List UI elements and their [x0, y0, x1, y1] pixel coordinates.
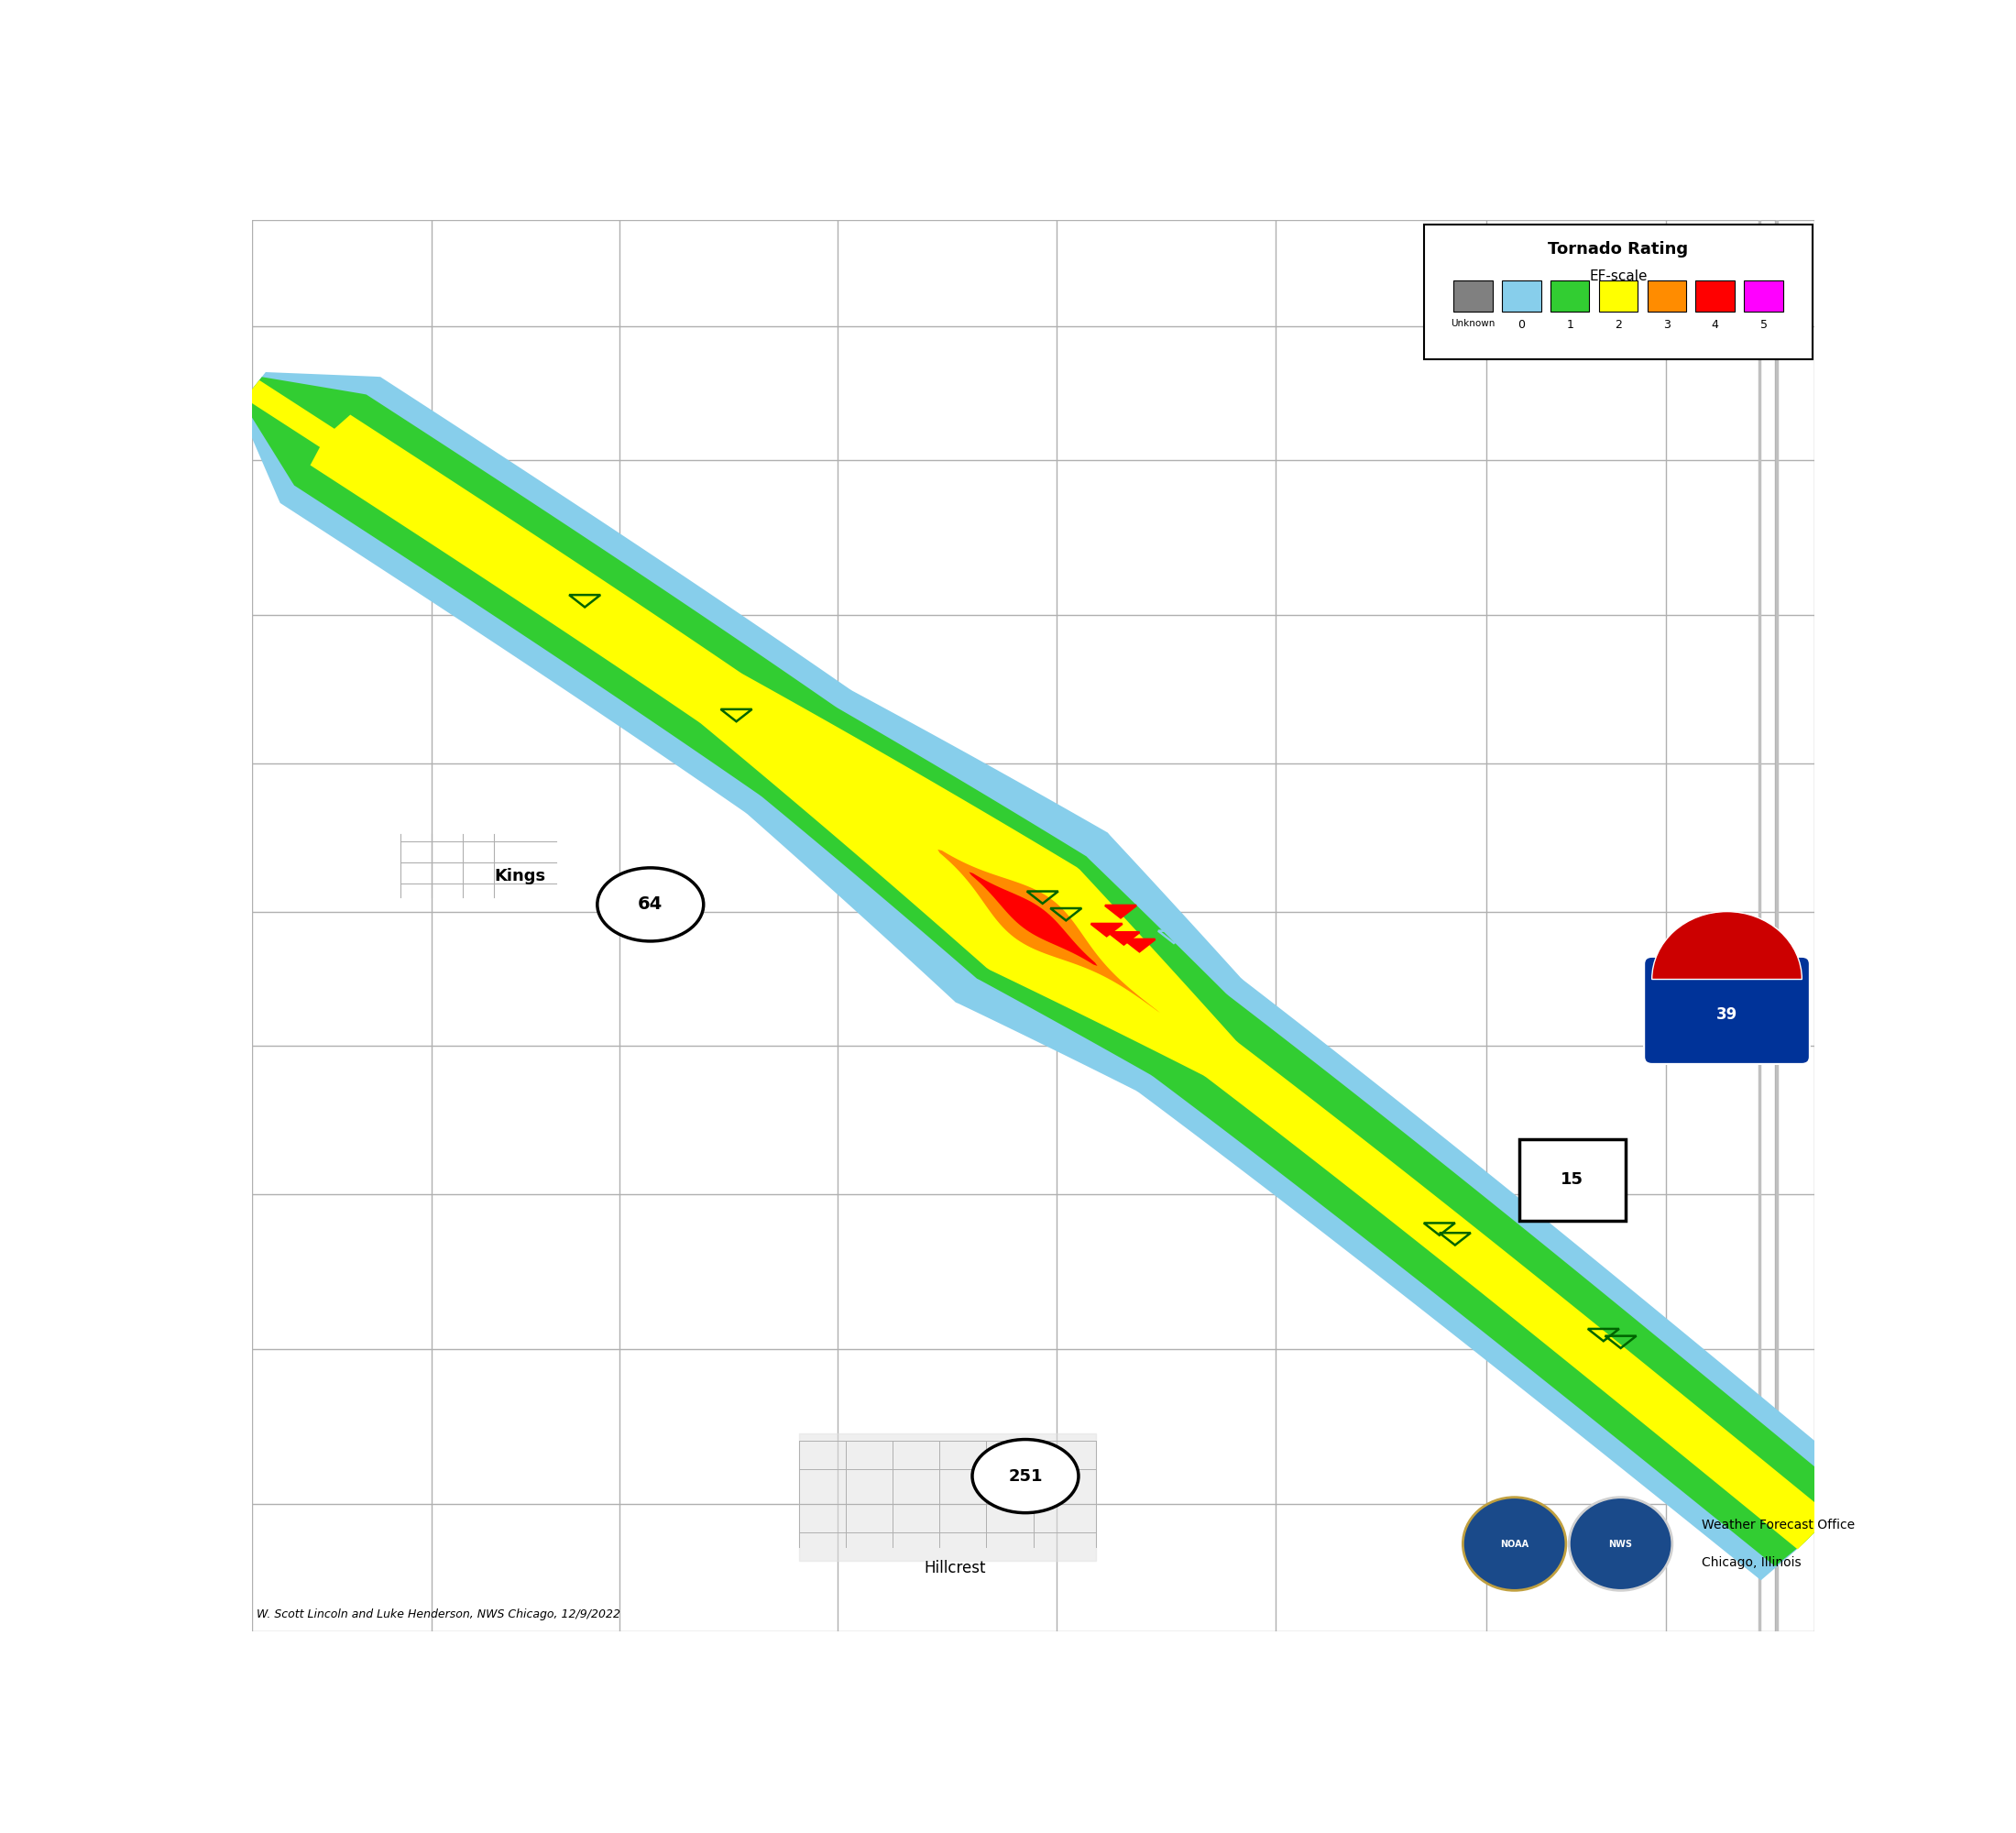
Circle shape — [1464, 1498, 1566, 1591]
Text: EF-scale: EF-scale — [1589, 269, 1647, 282]
FancyBboxPatch shape — [1599, 280, 1637, 312]
Polygon shape — [1109, 933, 1139, 944]
Text: 2: 2 — [1615, 319, 1623, 330]
Text: 0: 0 — [1518, 319, 1526, 330]
Circle shape — [1568, 1498, 1671, 1591]
Text: 5: 5 — [1760, 319, 1768, 330]
Text: 4: 4 — [1712, 319, 1720, 330]
Text: NWS: NWS — [1609, 1540, 1633, 1549]
FancyBboxPatch shape — [1645, 957, 1810, 1063]
Text: 64: 64 — [637, 896, 663, 913]
Polygon shape — [1123, 938, 1155, 951]
Text: W. Scott Lincoln and Luke Henderson, NWS Chicago, 12/9/2022: W. Scott Lincoln and Luke Henderson, NWS… — [256, 1608, 621, 1620]
FancyBboxPatch shape — [1695, 280, 1734, 312]
FancyBboxPatch shape — [1550, 280, 1589, 312]
Text: 3: 3 — [1663, 319, 1671, 330]
Text: Hillcrest: Hillcrest — [923, 1560, 986, 1576]
FancyBboxPatch shape — [1454, 280, 1492, 312]
Polygon shape — [242, 378, 1847, 1565]
Text: Tornado Rating: Tornado Rating — [1548, 242, 1689, 258]
Polygon shape — [252, 389, 1814, 1532]
FancyBboxPatch shape — [1520, 1138, 1625, 1221]
Text: 39: 39 — [1716, 1006, 1738, 1023]
Polygon shape — [238, 372, 1861, 1580]
FancyBboxPatch shape — [1502, 280, 1540, 312]
Text: Weather Forecast Office: Weather Forecast Office — [1702, 1520, 1855, 1532]
Polygon shape — [252, 389, 1814, 1532]
Polygon shape — [244, 379, 1831, 1549]
Text: 15: 15 — [1560, 1171, 1585, 1188]
Text: Kings: Kings — [494, 869, 546, 885]
FancyBboxPatch shape — [1744, 280, 1784, 312]
Wedge shape — [1651, 911, 1802, 979]
Text: Chicago, Illinois: Chicago, Illinois — [1702, 1556, 1802, 1569]
Polygon shape — [1105, 906, 1137, 918]
Text: 251: 251 — [1008, 1468, 1042, 1485]
Ellipse shape — [597, 867, 704, 940]
FancyBboxPatch shape — [1423, 224, 1812, 359]
Text: NOAA: NOAA — [1500, 1540, 1528, 1549]
Text: Unknown: Unknown — [1452, 319, 1496, 328]
FancyBboxPatch shape — [1647, 280, 1685, 312]
Ellipse shape — [972, 1439, 1079, 1512]
Polygon shape — [1091, 924, 1123, 937]
Text: 1: 1 — [1566, 319, 1574, 330]
